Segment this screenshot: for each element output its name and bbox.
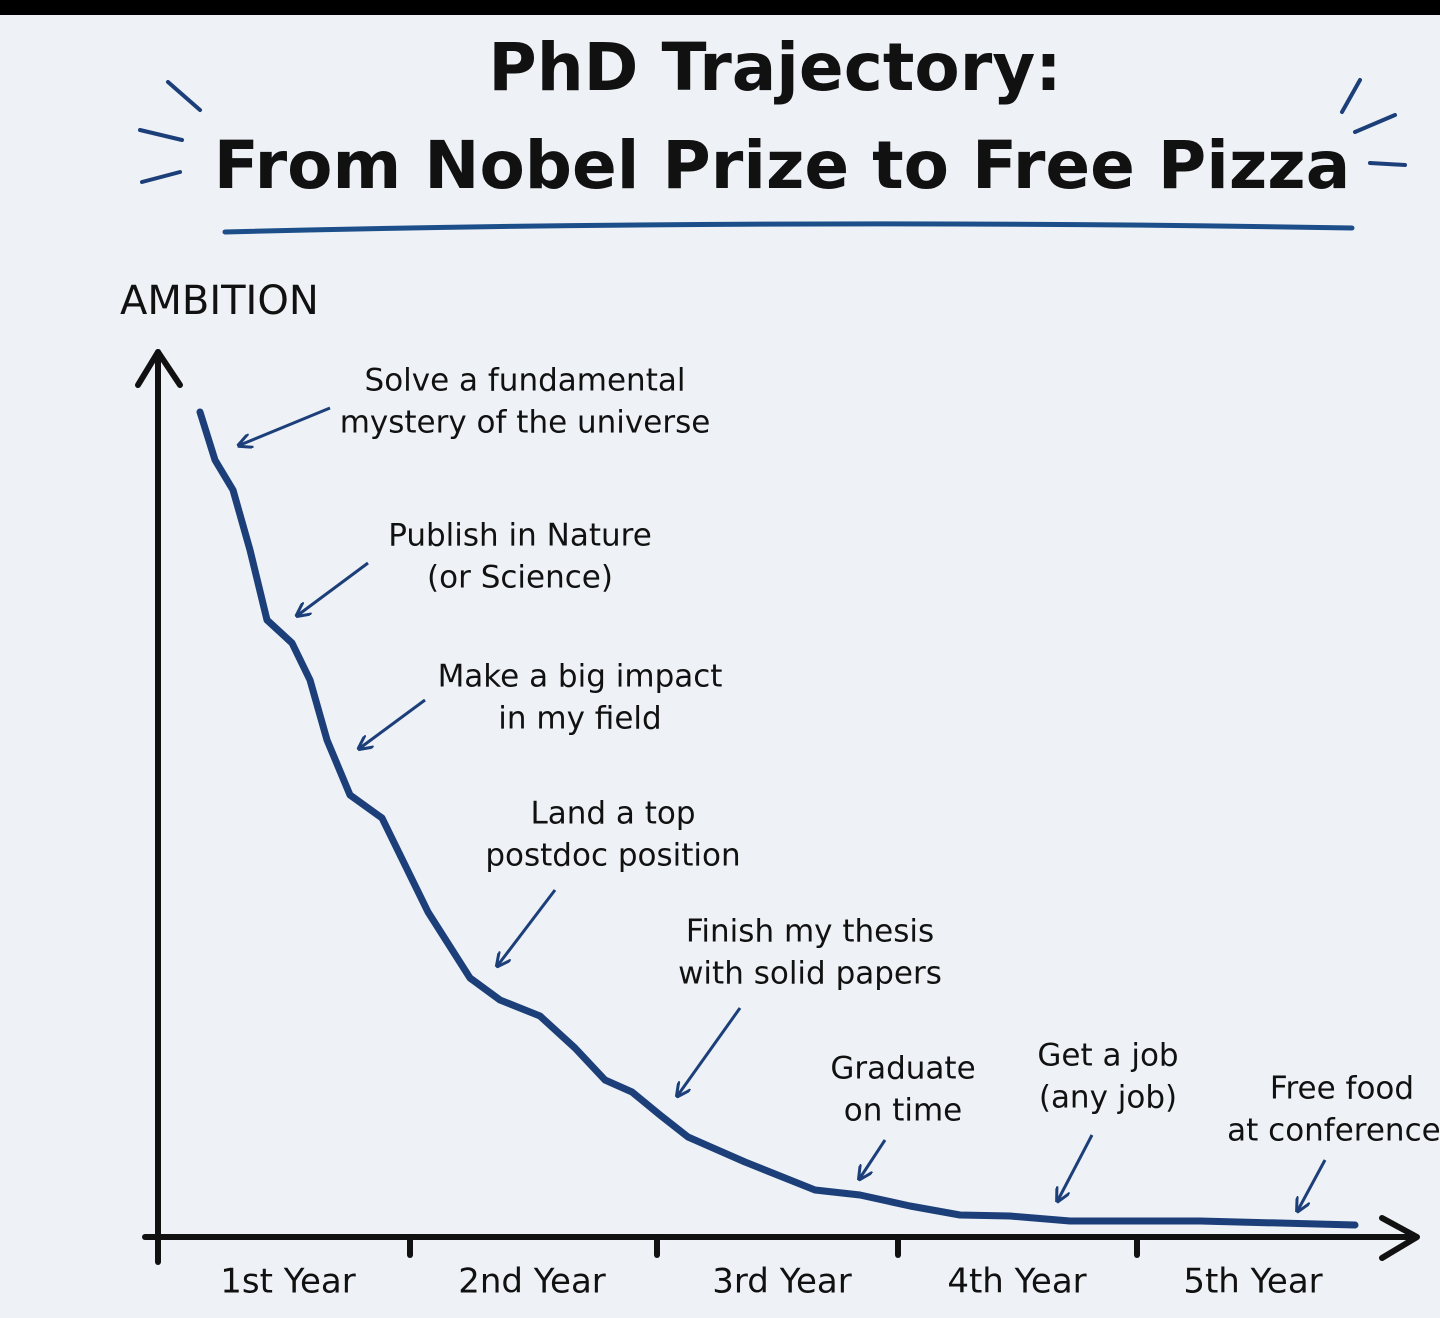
annotation: (any job) (1039, 1080, 1177, 1116)
x-tick-label: 4th Year (947, 1262, 1086, 1302)
ambition-curve (196, 408, 1359, 1229)
x-tick-label: 5th Year (1183, 1262, 1322, 1302)
title-underline (222, 221, 1355, 235)
annotation: Make a big impact (438, 659, 723, 695)
chart-subtitle: From Nobel Prize to Free Pizza (214, 127, 1351, 204)
annotation: Free food (1270, 1071, 1414, 1107)
annotation: in my field (498, 701, 661, 737)
top-bar (0, 0, 1440, 15)
annotation-arrows (240, 406, 1327, 1210)
annotation: mystery of the universe (340, 405, 711, 441)
x-tick-label: 2nd Year (458, 1262, 606, 1302)
annotation: Finish my thesis (686, 914, 934, 950)
annotation: at conferences (1227, 1113, 1440, 1149)
chart-title: PhD Trajectory: (488, 29, 1061, 106)
annotation: Land a top (530, 796, 695, 832)
annotation: Publish in Nature (388, 518, 652, 554)
annotation: Get a job (1037, 1038, 1178, 1074)
annotation: Graduate (830, 1051, 975, 1087)
x-tick-label: 3rd Year (712, 1262, 851, 1302)
annotation: with solid papers (678, 956, 942, 992)
annotation: Solve a fundamental (365, 363, 686, 399)
y-axis-label: AMBITION (120, 278, 319, 324)
annotation: postdoc position (485, 838, 740, 874)
axes (135, 349, 1420, 1265)
annotation: (or Science) (427, 560, 613, 596)
x-tick-label: 1st Year (220, 1262, 355, 1302)
annotation: on time (844, 1093, 963, 1129)
sparkles (138, 78, 1407, 184)
